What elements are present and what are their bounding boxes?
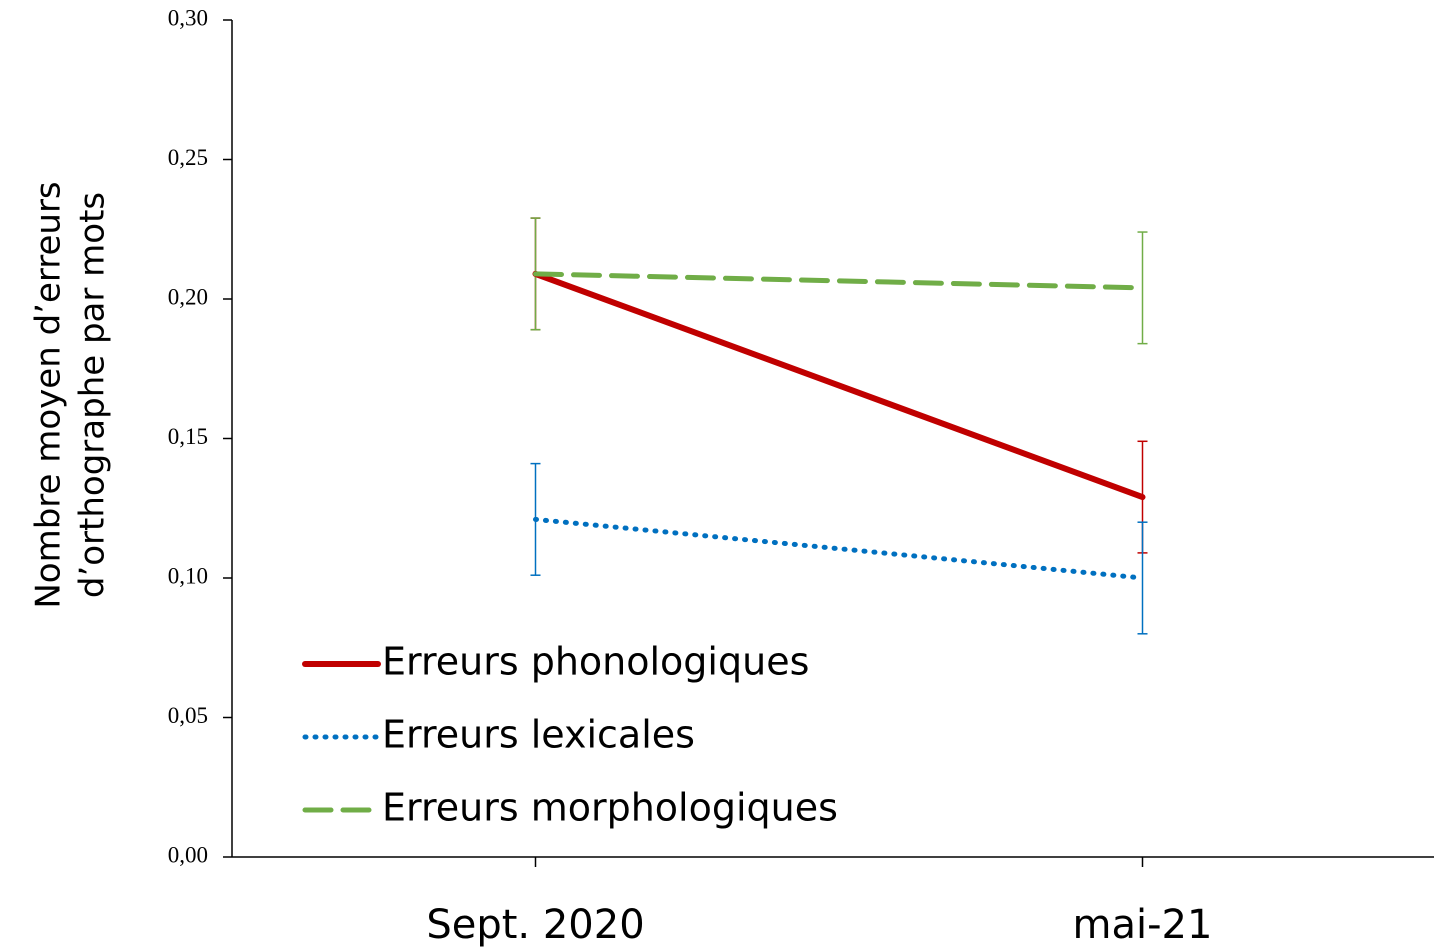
x-tick-label: Sept. 2020: [426, 902, 644, 948]
series-line: [532, 270, 1146, 501]
y-axis-label: Nombre moyen d’erreurs d’orthographe par…: [29, 181, 113, 608]
legend-label: Erreurs lexicales: [382, 713, 695, 757]
y-label-line: Nombre moyen d’erreurs: [29, 181, 69, 608]
y-tick-label: 0,20: [168, 284, 208, 309]
y-tick-label: 0,05: [168, 703, 208, 728]
y-tick-label: 0,30: [168, 5, 208, 30]
legend-label: Erreurs morphologiques: [382, 786, 838, 830]
series-line: [533, 271, 1145, 291]
x-tick-label: mai-21: [1073, 902, 1213, 948]
y-tick-label: 0,00: [168, 842, 208, 867]
series-line: [533, 516, 1145, 581]
y-tick-label: 0,10: [168, 563, 208, 588]
y-label-line: d’orthographe par mots: [73, 192, 113, 598]
legend-label: Erreurs phonologiques: [382, 640, 809, 684]
y-tick-label: 0,25: [168, 145, 208, 170]
y-tick-label: 0,15: [168, 424, 208, 449]
